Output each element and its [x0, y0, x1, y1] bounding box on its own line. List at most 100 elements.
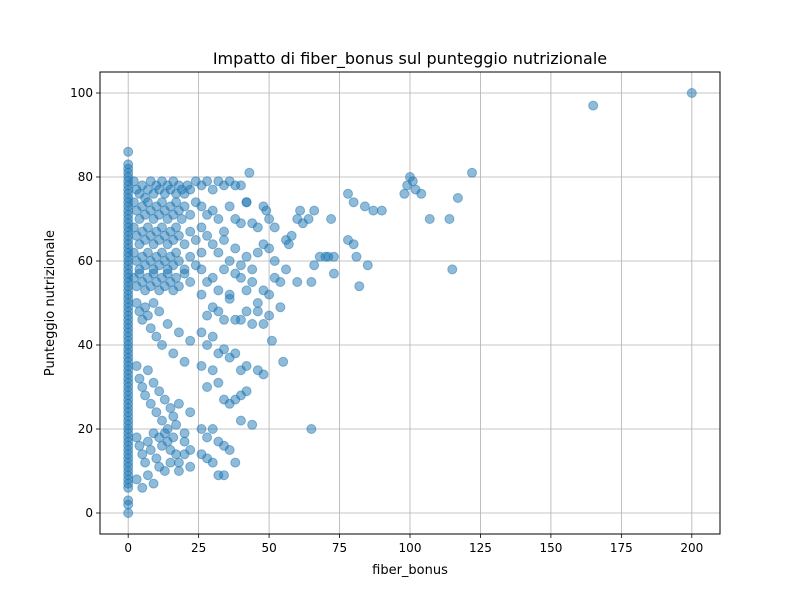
- x-axis-ticks: 0 25 50 75 100 125 150 175 200: [124, 534, 703, 555]
- scatter-point: [151, 331, 162, 342]
- scatter-point: [185, 461, 196, 472]
- scatter-point: [185, 184, 196, 195]
- scatter-point: [173, 327, 184, 338]
- scatter-point: [235, 260, 246, 271]
- scatter-point: [154, 306, 165, 317]
- scatter-point: [588, 100, 599, 111]
- scatter-point: [140, 302, 151, 313]
- scatter-point: [196, 247, 207, 258]
- scatter-point: [140, 457, 151, 468]
- scatter-points: [123, 88, 697, 518]
- scatter-point: [134, 440, 145, 451]
- scatter-point: [281, 264, 291, 275]
- scatter-point: [354, 281, 365, 292]
- scatter-point: [173, 230, 184, 241]
- scatter-point: [328, 251, 339, 262]
- scatter-point: [159, 394, 170, 405]
- scatter-point: [202, 382, 213, 392]
- x-axis-label: fiber_bonus: [372, 563, 448, 578]
- scatter-point: [235, 272, 246, 283]
- x-tick-label: 75: [332, 541, 347, 555]
- scatter-point: [185, 335, 196, 346]
- scatter-point: [224, 293, 235, 304]
- scatter-point: [171, 449, 182, 460]
- scatter-point: [235, 180, 246, 191]
- scatter-point: [131, 361, 142, 371]
- scatter-point: [179, 201, 190, 212]
- scatter-point: [145, 445, 156, 455]
- scatter-point: [176, 214, 187, 224]
- scatter-point: [407, 176, 418, 187]
- scatter-point: [247, 319, 258, 329]
- scatter-point: [348, 239, 359, 250]
- scatter-point: [213, 214, 224, 224]
- scatter-point: [154, 386, 165, 397]
- scatter-point: [179, 268, 190, 279]
- scatter-point: [185, 277, 196, 287]
- y-axis-label: Punteggio nutrizionale: [43, 230, 58, 376]
- scatter-point: [326, 214, 337, 224]
- scatter-point: [207, 457, 218, 468]
- scatter-point: [235, 415, 246, 426]
- scatter-point: [142, 436, 153, 447]
- scatter-point: [252, 222, 263, 233]
- scatter-point: [179, 428, 190, 439]
- scatter-point: [219, 226, 229, 237]
- scatter-point: [219, 235, 229, 245]
- scatter-point: [145, 398, 156, 409]
- x-tick-label: 100: [399, 541, 422, 555]
- scatter-point: [244, 167, 255, 178]
- scatter-point: [247, 419, 258, 430]
- x-tick-label: 25: [191, 541, 206, 555]
- scatter-point: [207, 331, 218, 342]
- scatter-point: [224, 201, 235, 212]
- scatter-point: [179, 436, 190, 447]
- scatter-point: [207, 272, 218, 283]
- scatter-point: [258, 369, 269, 380]
- scatter-point: [266, 335, 277, 346]
- scatter-point: [241, 251, 252, 262]
- scatter-point: [207, 239, 218, 250]
- scatter-point: [261, 205, 272, 216]
- scatter-point: [123, 499, 134, 510]
- scatter-point: [157, 340, 167, 350]
- scatter-point: [213, 247, 224, 258]
- scatter-point: [190, 235, 201, 245]
- scatter-point: [286, 230, 297, 241]
- scatter-point: [123, 482, 134, 493]
- scatter-point: [171, 222, 182, 233]
- scatter-point: [196, 264, 207, 275]
- scatter-point: [202, 310, 213, 321]
- scatter-point: [686, 88, 697, 98]
- x-tick-label: 200: [680, 541, 703, 555]
- scatter-point: [162, 268, 173, 279]
- scatter-point: [157, 197, 167, 208]
- scatter-point: [241, 306, 252, 317]
- scatter-point: [123, 146, 134, 157]
- scatter-point: [179, 356, 190, 367]
- scatter-point: [213, 285, 224, 296]
- scatter-point: [128, 176, 139, 187]
- scatter-point: [247, 277, 258, 287]
- scatter-point: [128, 197, 139, 208]
- scatter-point: [173, 256, 184, 266]
- chart-title: Impatto di fiber_bonus sul punteggio nut…: [213, 49, 607, 69]
- scatter-point: [252, 247, 263, 258]
- scatter-point: [309, 205, 320, 216]
- y-tick-label: 0: [85, 506, 93, 520]
- scatter-point: [275, 302, 286, 313]
- scatter-point: [252, 298, 263, 308]
- y-tick-label: 20: [78, 422, 93, 436]
- scatter-point: [142, 197, 153, 208]
- scatter-point: [269, 222, 280, 233]
- scatter-point: [134, 373, 145, 384]
- scatter-point: [452, 193, 463, 203]
- y-tick-label: 60: [78, 254, 93, 268]
- y-tick-label: 40: [78, 338, 93, 352]
- scatter-point: [283, 239, 294, 250]
- x-tick-label: 50: [261, 541, 276, 555]
- scatter-point: [241, 285, 252, 296]
- y-tick-label: 100: [70, 86, 93, 100]
- scatter-point: [168, 411, 179, 422]
- scatter-point: [148, 298, 159, 308]
